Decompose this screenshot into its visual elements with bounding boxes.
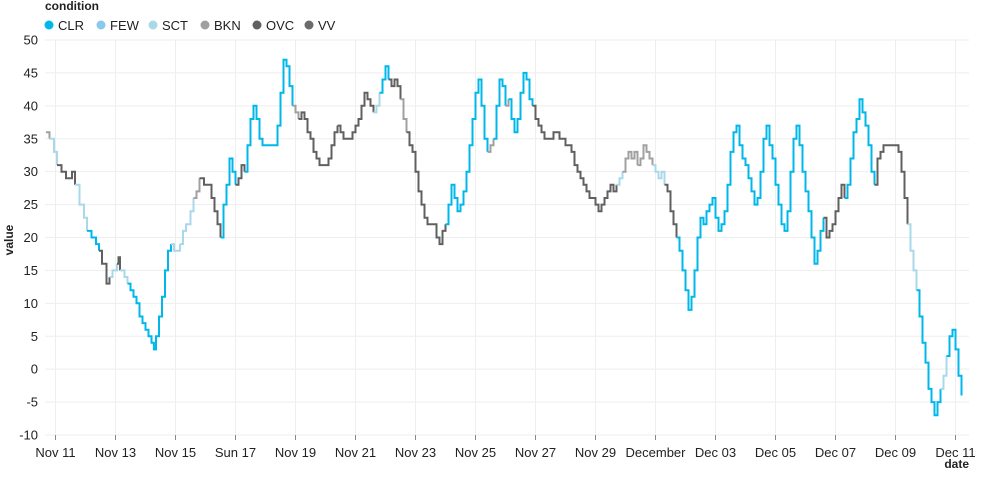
series-segment-ovc <box>57 164 76 185</box>
x-tick-label: Nov 27 <box>515 445 556 460</box>
series-segment-sct <box>180 198 195 246</box>
series-lines <box>45 58 963 417</box>
x-tick-label: Nov 13 <box>95 445 136 460</box>
y-tick-label: 30 <box>24 164 38 179</box>
legend-label-bkn: BKN <box>214 18 241 33</box>
legend-items: CLR FEW SCT BKN OVC VV <box>44 18 336 33</box>
legend-label-clr: CLR <box>58 18 84 33</box>
legend-swatch-clr <box>44 20 54 30</box>
x-tick-label: Sun 17 <box>215 445 256 460</box>
legend-swatch-few <box>96 20 106 30</box>
series-segment-ovc <box>117 256 121 271</box>
series-segment-sct <box>373 92 381 114</box>
y-tick-label: 5 <box>31 329 38 344</box>
series-segment-bkn <box>505 99 510 107</box>
series-segment-ovc <box>532 104 618 213</box>
legend-swatch-vv <box>304 20 314 30</box>
y-tick-label: -5 <box>26 395 38 410</box>
series-segment-ovc <box>823 183 846 239</box>
series-segment-sct <box>109 263 118 278</box>
x-tick-label: Dec 09 <box>875 445 916 460</box>
legend-swatch-sct <box>148 20 158 30</box>
series-segment-clr <box>220 157 237 239</box>
series-segment-ovc <box>199 177 222 238</box>
series-segment-sct <box>652 164 666 185</box>
series-segment-sct <box>940 356 948 390</box>
y-tick-label: 25 <box>24 197 38 212</box>
y-tick-label: 15 <box>24 263 38 278</box>
series-segment-clr <box>244 58 294 173</box>
series-segment-clr <box>87 229 100 251</box>
legend-swatch-ovc <box>252 20 262 30</box>
series-segment-bkn <box>487 138 495 153</box>
legend-title: condition <box>45 0 99 13</box>
series-segment-sct <box>75 183 88 231</box>
series-segment-ovc <box>235 164 246 186</box>
x-tick-label: Dec 11 <box>935 445 975 460</box>
x-tick-label: Nov 21 <box>335 445 376 460</box>
x-tick-label: Nov 15 <box>155 445 196 460</box>
series-segment-ovc <box>388 78 402 100</box>
series-segment-clr <box>379 65 390 94</box>
series-segment-clr <box>445 78 489 226</box>
y-tick-label: 35 <box>24 131 38 146</box>
series-segment-clr <box>946 328 963 396</box>
series-segment-clr <box>916 289 942 417</box>
legend-swatch-bkn <box>200 20 210 30</box>
y-axis-title: value <box>2 224 16 255</box>
series-segment-sct <box>49 137 58 166</box>
x-tick-label: Nov 23 <box>395 445 436 460</box>
legend-label-sct: SCT <box>162 18 188 33</box>
series-segment-bkn <box>45 131 51 139</box>
x-tick-label: Nov 29 <box>575 445 616 460</box>
legend-label-vv: VV <box>318 18 336 33</box>
x-tick-label: Nov 25 <box>455 445 496 460</box>
series-segment-bkn <box>193 178 201 199</box>
series-segment-ovc <box>99 249 111 285</box>
series-segment-ovc <box>874 144 909 225</box>
x-axis-title: date <box>944 457 969 471</box>
series-segment-clr <box>844 98 876 199</box>
y-tick-label: 0 <box>31 362 38 377</box>
series-segment-clr <box>508 71 534 134</box>
y-tick-label: 20 <box>24 230 38 245</box>
series-segment-ovc <box>664 183 678 238</box>
legend: condition CLR FEW SCT BKN OVC VV <box>44 0 336 33</box>
y-tick-label: 45 <box>24 65 38 80</box>
series-segment-bkn <box>637 144 654 167</box>
x-tick-label: Nov 11 <box>35 445 75 460</box>
y-tick-label: 40 <box>24 98 38 113</box>
y-tick-label: -10 <box>19 428 38 443</box>
x-axis: Nov 11 Nov 13 Nov 15 Sun 17 Nov 19 Nov 21 Nov … <box>35 435 976 460</box>
x-tick-label: Dec 03 <box>695 445 736 460</box>
y-tick-label: 50 <box>24 33 38 48</box>
x-tick-label: December <box>626 445 687 460</box>
legend-label-few: FEW <box>110 18 140 33</box>
series-segment-sct <box>171 243 181 252</box>
series-segment-clr <box>493 78 507 140</box>
series-segment-clr <box>676 124 825 311</box>
series-segment-clr <box>127 244 172 351</box>
gridlines <box>45 39 969 436</box>
x-tick-label: Nov 19 <box>275 445 316 460</box>
series-segment-ovc <box>406 131 447 246</box>
series-segment-bkn <box>622 150 639 173</box>
series-segment-sct <box>907 223 918 291</box>
series-segment-sct <box>616 171 624 186</box>
x-tick-label: Dec 07 <box>815 445 856 460</box>
legend-label-ovc: OVC <box>266 18 294 33</box>
y-axis: -10 -5 0 5 10 15 20 25 30 35 40 45 50 <box>19 33 38 443</box>
x-tick-label: Dec 05 <box>755 445 796 460</box>
series-segment-bkn <box>292 104 300 119</box>
series-segment-ovc <box>298 111 339 167</box>
series-segment-sct <box>120 269 129 284</box>
series-segment-bkn <box>400 98 408 133</box>
series-segment-ovc <box>337 91 375 140</box>
y-tick-label: 10 <box>24 296 38 311</box>
